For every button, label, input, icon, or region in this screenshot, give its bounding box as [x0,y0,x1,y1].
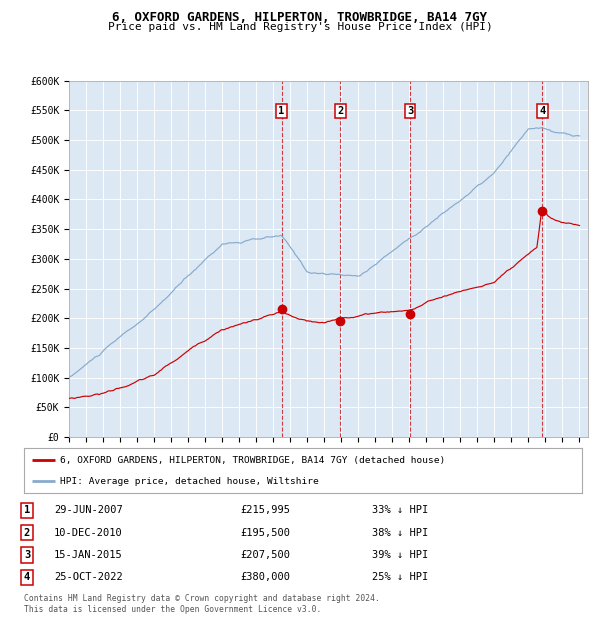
Text: 15-JAN-2015: 15-JAN-2015 [54,550,123,560]
Text: 25-OCT-2022: 25-OCT-2022 [54,572,123,582]
Text: 2: 2 [24,528,30,538]
Text: 25% ↓ HPI: 25% ↓ HPI [372,572,428,582]
Text: 6, OXFORD GARDENS, HILPERTON, TROWBRIDGE, BA14 7GY: 6, OXFORD GARDENS, HILPERTON, TROWBRIDGE… [113,11,487,24]
Text: Price paid vs. HM Land Registry's House Price Index (HPI): Price paid vs. HM Land Registry's House … [107,22,493,32]
Text: HPI: Average price, detached house, Wiltshire: HPI: Average price, detached house, Wilt… [60,477,319,485]
Text: Contains HM Land Registry data © Crown copyright and database right 2024.
This d: Contains HM Land Registry data © Crown c… [24,595,380,614]
Text: 3: 3 [407,106,413,116]
Text: 29-JUN-2007: 29-JUN-2007 [54,505,123,515]
Text: 4: 4 [24,572,30,582]
Text: 33% ↓ HPI: 33% ↓ HPI [372,505,428,515]
Text: 4: 4 [539,106,545,116]
Text: £195,500: £195,500 [240,528,290,538]
Text: 6, OXFORD GARDENS, HILPERTON, TROWBRIDGE, BA14 7GY (detached house): 6, OXFORD GARDENS, HILPERTON, TROWBRIDGE… [60,456,446,465]
Text: £207,500: £207,500 [240,550,290,560]
Text: £215,995: £215,995 [240,505,290,515]
Text: 10-DEC-2010: 10-DEC-2010 [54,528,123,538]
Text: 1: 1 [24,505,30,515]
Text: 39% ↓ HPI: 39% ↓ HPI [372,550,428,560]
Text: 2: 2 [337,106,343,116]
Text: 3: 3 [24,550,30,560]
Text: 38% ↓ HPI: 38% ↓ HPI [372,528,428,538]
Text: 1: 1 [278,106,284,116]
Text: £380,000: £380,000 [240,572,290,582]
